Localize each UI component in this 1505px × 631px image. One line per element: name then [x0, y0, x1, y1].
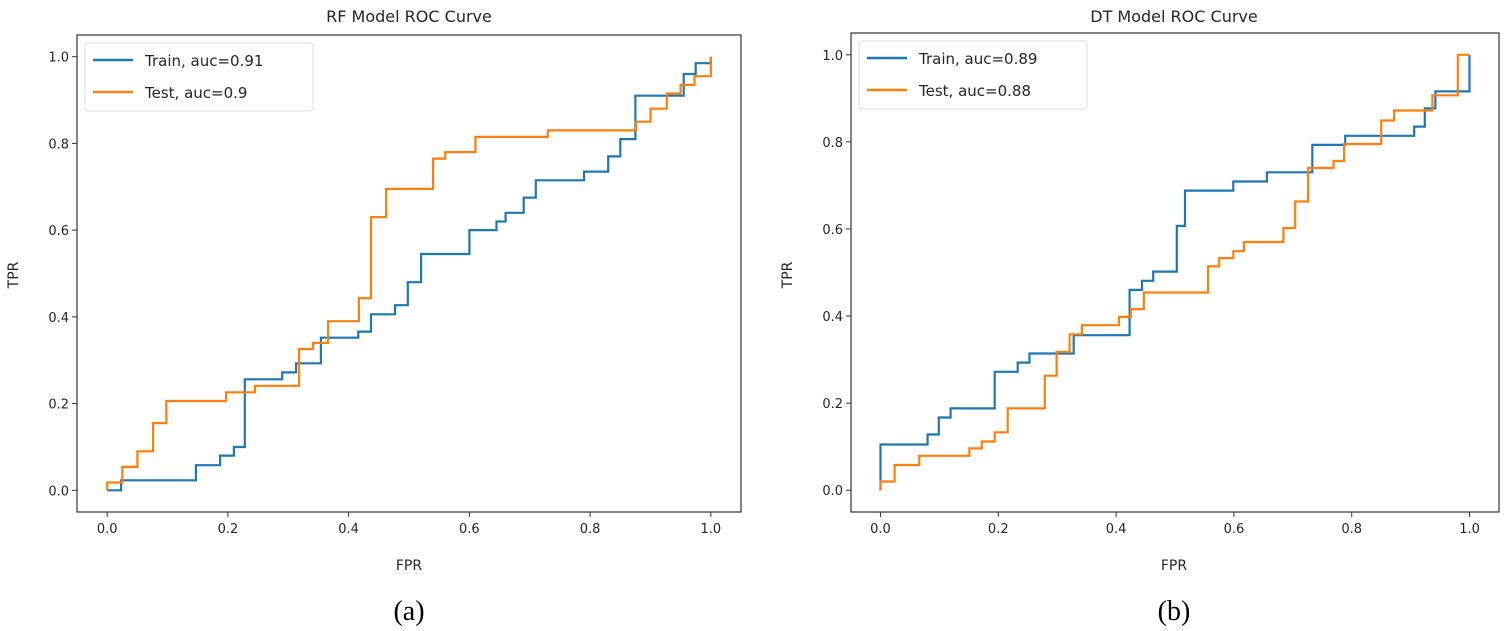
series-line-train — [879, 54, 1471, 491]
y-tick-label: 1.0 — [822, 49, 843, 64]
y-tick-label: 0.2 — [822, 397, 843, 412]
y-tick-label: 0.4 — [48, 311, 69, 326]
y-tick-label: 0.6 — [48, 224, 69, 239]
legend: Train, auc=0.89 Test, auc=0.88 — [858, 40, 1088, 110]
y-tick-label: 0.2 — [48, 398, 69, 413]
chart-title: DT Model ROC Curve — [1090, 7, 1257, 26]
x-tick-label: 0.2 — [218, 522, 239, 537]
x-tick-label: 0.0 — [97, 522, 118, 537]
x-tick-label: 0.0 — [870, 522, 891, 537]
x-axis-label: FPR — [396, 558, 422, 574]
x-tick-label: 0.4 — [338, 522, 359, 537]
x-tick-label: 0.6 — [459, 522, 480, 537]
x-tick-label: 0.4 — [1106, 522, 1127, 537]
panel-caption: (a) — [393, 596, 424, 627]
panel-a: RF Model ROC Curve FPR TPR (a) 0.0 0.2 0.4… — [6, 7, 742, 627]
y-tick-label: 0.6 — [822, 223, 843, 238]
legend-label: Test, auc=0.9 — [144, 84, 247, 102]
y-tick-label: 0.8 — [822, 136, 843, 151]
y-tick-label: 1.0 — [48, 51, 69, 66]
y-axis-label: TPR — [780, 261, 796, 289]
legend-label: Test, auc=0.88 — [918, 82, 1031, 100]
y-tick-label: 0.4 — [822, 310, 843, 325]
panel-b: DT Model ROC Curve FPR TPR (b) 0.0 0.2 0.4… — [780, 7, 1500, 627]
series-line-test — [106, 56, 712, 491]
y-axis-label: TPR — [6, 261, 22, 289]
x-tick-label: 0.6 — [1224, 522, 1245, 537]
legend-box — [858, 40, 1088, 110]
x-tick-label: 0.2 — [988, 522, 1009, 537]
panel-caption: (b) — [1158, 596, 1191, 627]
x-tick-label: 1.0 — [700, 522, 721, 537]
legend-box — [84, 42, 314, 112]
series-line-train — [107, 56, 712, 492]
legend-label: Train, auc=0.91 — [144, 52, 263, 70]
axes-frame — [850, 32, 1500, 513]
series-line-test — [879, 53, 1470, 491]
chart-title: RF Model ROC Curve — [326, 7, 492, 26]
axes-frame — [76, 34, 742, 513]
x-tick-label: 0.8 — [580, 522, 601, 537]
y-tick-label: 0.8 — [48, 137, 69, 152]
legend-label: Train, auc=0.89 — [918, 50, 1037, 68]
x-axis-label: FPR — [1161, 558, 1187, 574]
y-tick-label: 0.0 — [48, 484, 69, 499]
x-tick-label: 1.0 — [1459, 522, 1480, 537]
legend: Train, auc=0.91 Test, auc=0.9 — [84, 42, 314, 112]
x-tick-label: 0.8 — [1341, 522, 1362, 537]
y-tick-label: 0.0 — [822, 484, 843, 499]
